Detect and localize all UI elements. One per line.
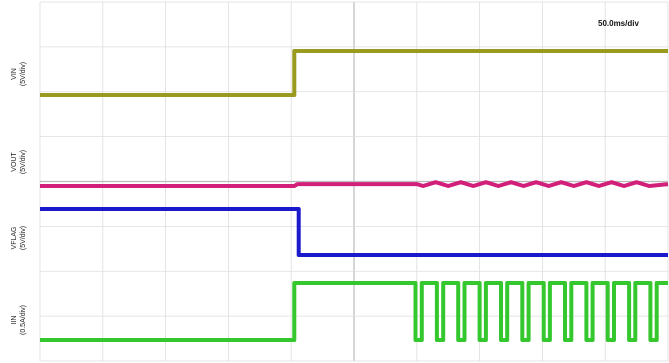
channel-name: IIN <box>11 316 18 325</box>
trace-vflag <box>40 207 668 257</box>
channel-labels: VIN (5V/div)VOUT (5V/div)VFLAG (5V/div)IIN(… <box>11 62 27 335</box>
channel-scale: (5V/div) <box>20 62 27 86</box>
channel-label-vin: VIN (5V/div) <box>11 62 27 86</box>
timebase-label: 50.0ms/div <box>598 19 639 28</box>
trace-vout <box>40 180 669 188</box>
channel-name: VFLAG <box>11 227 18 250</box>
waveform-traces <box>40 49 669 342</box>
channel-name: VOUT <box>11 152 18 172</box>
trace-iin <box>40 281 668 342</box>
channel-name: VIN <box>11 68 18 80</box>
trace-vin <box>40 49 668 97</box>
channel-scale: (0.5A/div) <box>20 305 27 335</box>
channel-label-vout: VOUT (5V/div) <box>11 150 27 174</box>
channel-scale: (5V/div) <box>20 226 27 250</box>
channel-label-vflag: VFLAG (5V/div) <box>11 226 27 250</box>
channel-scale: (5V/div) <box>20 150 27 174</box>
channel-label-iin: IIN (0.5A/div) <box>11 305 27 335</box>
plot-grid <box>39 1 669 362</box>
